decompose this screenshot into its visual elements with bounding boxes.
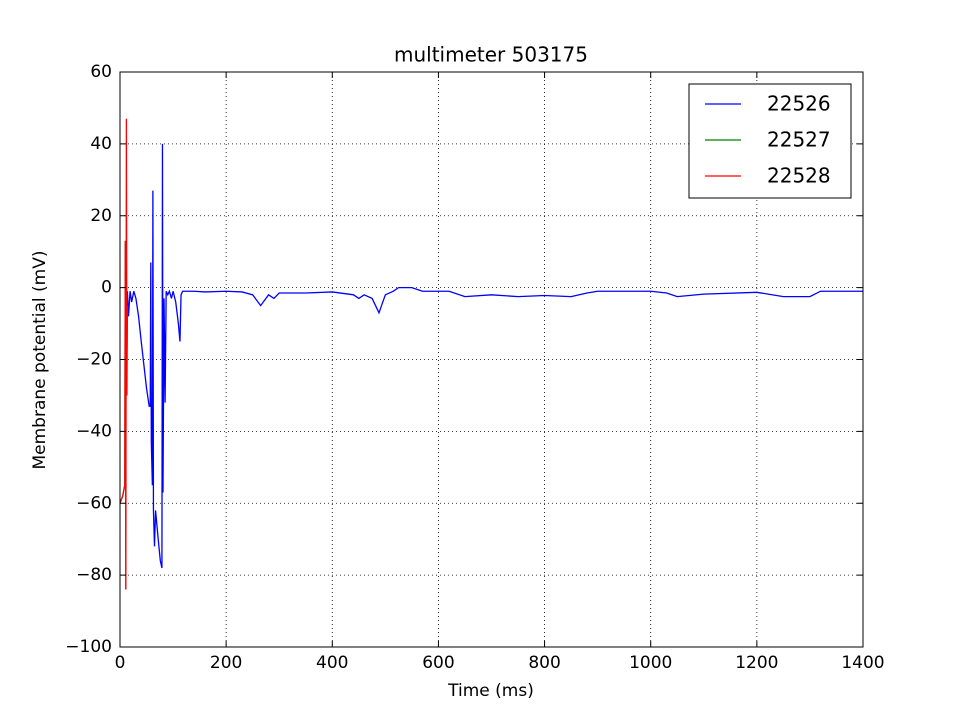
x-tick-label: 400 [316,653,348,673]
x-axis-label: Time (ms) [447,681,534,701]
legend-label: 22527 [767,128,831,152]
x-tick-label: 200 [210,653,242,673]
y-tick-label: 60 [90,62,112,82]
ticks: 0 200 400 600 800 1000 1200 1400−100−80−60−40−2… [65,62,884,673]
y-tick-label: −60 [76,493,112,513]
y-tick-label: 20 [90,206,112,226]
legend: 22526 22527 22528 [705,92,831,188]
y-tick-label: 40 [90,134,112,154]
legend-label: 22526 [767,92,831,116]
legend-label: 22528 [767,164,831,188]
y-tick-label: −20 [76,350,112,370]
x-tick-label: 1200 [735,653,778,673]
chart-title: multimeter 503175 [394,43,588,67]
x-tick-label: 1000 [629,653,672,673]
y-tick-label: −80 [76,565,112,585]
x-tick-label: 600 [422,653,454,673]
legend-box [688,83,852,199]
series-line [125,143,863,569]
x-tick-label: 1400 [841,653,884,673]
plot-area [120,118,863,590]
y-axis-label: Membrane potential (mV) [30,251,50,470]
y-tick-label: −100 [65,637,112,657]
y-tick-label: −40 [76,421,112,441]
series-line [120,118,129,590]
x-tick-label: 0 [115,653,126,673]
x-tick-label: 800 [528,653,560,673]
y-tick-label: 0 [101,278,112,298]
